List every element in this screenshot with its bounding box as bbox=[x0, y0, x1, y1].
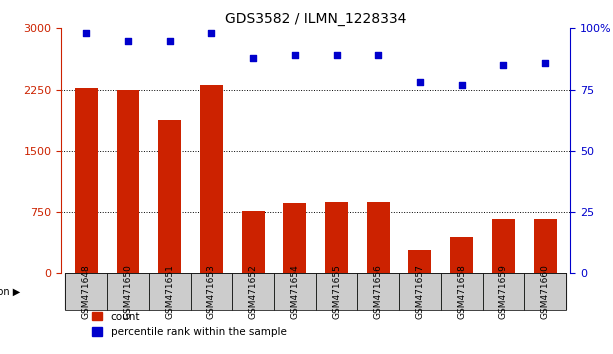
Text: GSM471660: GSM471660 bbox=[541, 264, 550, 319]
Text: GSM471655: GSM471655 bbox=[332, 264, 341, 319]
Point bbox=[290, 52, 300, 58]
Point bbox=[457, 82, 466, 87]
FancyBboxPatch shape bbox=[357, 273, 399, 310]
Point bbox=[415, 79, 425, 85]
Bar bbox=[533, 219, 557, 273]
Bar bbox=[283, 203, 306, 273]
Bar bbox=[492, 219, 515, 273]
FancyBboxPatch shape bbox=[232, 273, 274, 310]
FancyBboxPatch shape bbox=[232, 273, 566, 310]
Title: GDS3582 / ILMN_1228334: GDS3582 / ILMN_1228334 bbox=[225, 12, 406, 26]
Point bbox=[498, 62, 508, 68]
FancyBboxPatch shape bbox=[274, 273, 316, 310]
FancyBboxPatch shape bbox=[524, 273, 566, 310]
Point bbox=[248, 55, 258, 61]
FancyBboxPatch shape bbox=[399, 273, 441, 310]
Point bbox=[165, 38, 175, 44]
Text: GSM471653: GSM471653 bbox=[207, 264, 216, 319]
Point bbox=[82, 30, 91, 36]
FancyBboxPatch shape bbox=[191, 273, 232, 310]
Text: GSM471651: GSM471651 bbox=[166, 264, 174, 319]
FancyBboxPatch shape bbox=[149, 273, 191, 310]
Text: GSM471658: GSM471658 bbox=[457, 264, 466, 319]
Text: GSM471648: GSM471648 bbox=[82, 264, 91, 319]
Point bbox=[373, 52, 383, 58]
Text: GSM471659: GSM471659 bbox=[499, 264, 508, 319]
Bar bbox=[408, 250, 432, 273]
Bar bbox=[200, 85, 223, 273]
Text: genotype/variation ▶: genotype/variation ▶ bbox=[0, 287, 21, 297]
Point bbox=[207, 30, 216, 36]
Legend: count, percentile rank within the sample: count, percentile rank within the sample bbox=[92, 312, 286, 337]
Text: GSM471650: GSM471650 bbox=[124, 264, 132, 319]
FancyBboxPatch shape bbox=[66, 273, 232, 310]
Bar bbox=[116, 90, 140, 273]
FancyBboxPatch shape bbox=[482, 273, 524, 310]
Bar bbox=[325, 202, 348, 273]
FancyBboxPatch shape bbox=[66, 273, 107, 310]
FancyBboxPatch shape bbox=[441, 273, 482, 310]
FancyBboxPatch shape bbox=[316, 273, 357, 310]
Point bbox=[123, 38, 133, 44]
Bar bbox=[450, 238, 473, 273]
Text: GSM471654: GSM471654 bbox=[291, 264, 299, 319]
Bar bbox=[367, 201, 390, 273]
Text: GSM471656: GSM471656 bbox=[374, 264, 383, 319]
Point bbox=[332, 52, 341, 58]
FancyBboxPatch shape bbox=[107, 273, 149, 310]
Text: wildtype pten: wildtype pten bbox=[111, 287, 187, 297]
Bar bbox=[242, 211, 265, 273]
Text: GSM471657: GSM471657 bbox=[416, 264, 424, 319]
Text: heterozygous pten: heterozygous pten bbox=[347, 287, 451, 297]
Bar bbox=[158, 120, 181, 273]
Point bbox=[540, 60, 550, 65]
Text: GSM471652: GSM471652 bbox=[249, 264, 257, 319]
Bar bbox=[75, 88, 98, 273]
